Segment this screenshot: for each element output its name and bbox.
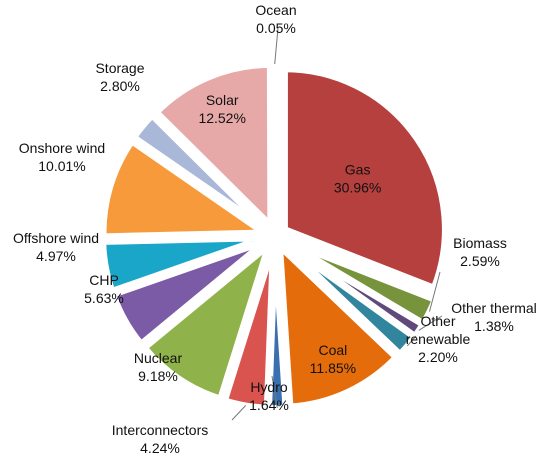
label-biomass: Biomass 2.59% [453,235,507,269]
leader-line-biomass [428,271,441,312]
slice-onshore-wind [100,137,273,240]
slice-offshore-wind [100,235,265,295]
leader-line-hydro [271,375,278,409]
slice-interconnectors [221,246,276,411]
label-offshore-wind: Offshore wind 4.97% [13,230,99,264]
label-other-renewable: Other renewable 2.20% [406,313,471,365]
slice-gas [281,66,448,292]
label-ocean: Ocean 0.05% [255,2,296,36]
leader-line-other-thermal [418,315,443,331]
label-nuclear: Nuclear 9.18% [134,350,183,384]
slice-solar [152,61,274,233]
label-solar: Solar 12.52% [198,92,245,126]
slice-other-renewable [282,241,419,359]
label-other-thermal: Other thermal 1.38% [451,300,537,334]
slice-nuclear [140,237,275,403]
label-storage: Storage 2.80% [95,60,144,94]
label-gas: Gas 30.96% [334,161,381,195]
leader-line-interconnectors [231,405,247,421]
slice-chp [109,239,267,348]
pie-slices [100,60,448,411]
leader-line-other-renewable [406,335,417,347]
slice-labels: Gas 30.96%Biomass 2.59%Other thermal 1.38%O… [13,2,537,456]
leader-line-ocean [274,27,279,65]
label-onshore-wind: Onshore wind 10.01% [19,140,105,174]
label-interconnectors: Interconnectors 4.24% [112,422,209,456]
slice-coal [276,239,401,410]
label-hydro: Hydro 1.64% [249,379,289,413]
slice-storage [130,111,268,231]
label-chp: CHP 5.63% [84,272,124,306]
label-coal: Coal 11.85% [310,342,356,376]
leader-lines [231,27,443,421]
slice-ocean [271,60,278,225]
